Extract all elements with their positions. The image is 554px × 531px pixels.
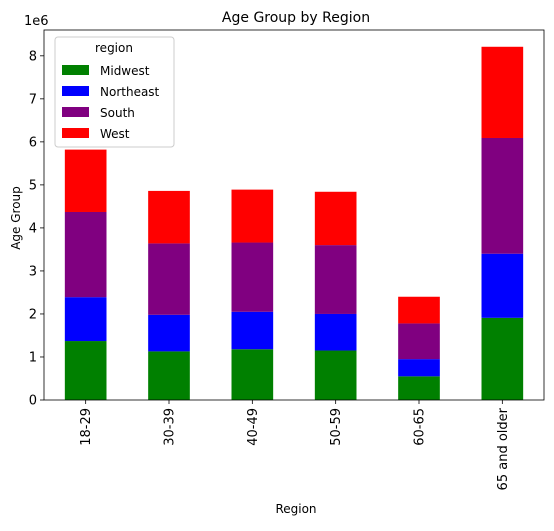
y-axis-label: Age Group [9,186,23,250]
legend-label-northeast: Northeast [100,85,160,99]
axes-layer: 0 1 2 3 4 5 6 7 8 18-29 30-39 40-49 50-59 60-65 65 and… [29,29,545,490]
legend-swatch-south [62,107,89,117]
bar-south-60-65 [398,323,440,360]
y-tick-label: 6 [29,135,37,150]
legend: region Midwest Northeast South West [54,36,175,148]
legend-frame [54,36,175,148]
bar-south-65-and-older [481,137,524,254]
bar-west-30-39 [148,190,190,244]
y-tick-label: 3 [29,264,37,279]
bar-midwest-65-and-older [481,317,524,400]
x-tick-label: 65 and older [496,407,511,490]
legend-label-west: West [100,127,130,141]
chart-title: Age Group by Region [222,10,370,26]
bar-west-18-29 [64,149,107,212]
legend-swatch-northeast [62,86,89,96]
bar-midwest-50-59 [314,350,357,400]
y-tick-label: 4 [29,221,37,236]
bar-south-50-59 [314,245,357,314]
bars-layer [64,46,524,400]
bar-west-50-59 [314,191,357,246]
legend-label-midwest: Midwest [100,64,150,78]
bar-south-30-39 [148,243,190,315]
bar-midwest-18-29 [64,341,107,400]
bar-northeast-18-29 [64,297,107,342]
legend-title: region [95,41,133,55]
bar-northeast-60-65 [398,359,440,377]
bar-south-40-49 [231,242,274,312]
legend-swatch-midwest [62,65,89,75]
x-axis-label: Region [275,502,316,516]
bar-west-40-49 [231,189,274,243]
y-offset-text: 1e6 [24,14,49,29]
y-tick-label: 1 [29,350,37,365]
y-tick-label: 7 [29,92,37,107]
y-tick-label: 5 [29,178,37,193]
legend-label-south: South [100,106,135,120]
y-tick-label: 8 [29,49,37,64]
bar-midwest-30-39 [148,351,190,400]
x-tick-label: 30-39 [163,408,178,446]
bar-northeast-30-39 [148,314,190,352]
legend-swatch-west [62,128,89,138]
y-tick-label: 2 [29,307,37,322]
x-tick-label: 18-29 [79,408,94,446]
plot-frame [43,29,545,401]
bar-northeast-40-49 [231,311,274,350]
x-tick-label: 60-65 [413,408,428,446]
x-tick-label: 40-49 [246,408,261,446]
bar-northeast-65-and-older [481,253,524,318]
bar-midwest-40-49 [231,349,274,400]
x-tick-label: 50-59 [329,408,344,446]
bar-northeast-50-59 [314,313,357,351]
bar-south-18-29 [64,211,107,298]
y-tick-label: 0 [29,394,37,409]
bar-west-65-and-older [481,46,524,138]
bar-west-60-65 [398,296,440,324]
bar-midwest-60-65 [398,376,440,400]
